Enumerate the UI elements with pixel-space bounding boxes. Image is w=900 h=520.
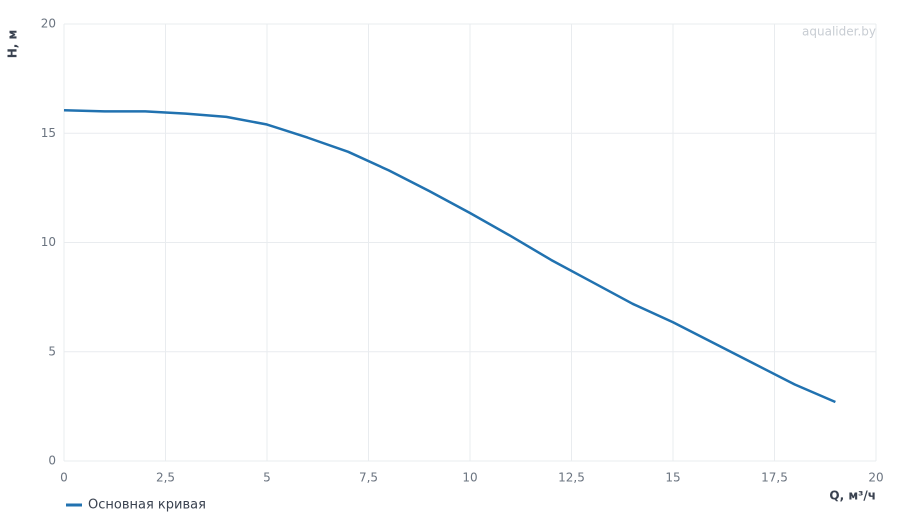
y-tick-label: 10 — [41, 235, 56, 249]
y-tick-label: 20 — [41, 17, 56, 31]
y-tick-label: 5 — [48, 344, 56, 358]
x-tick-label: 12,5 — [558, 471, 585, 485]
legend-label: Основная кривая — [88, 498, 206, 513]
x-tick-label: 2,5 — [156, 471, 175, 485]
x-tick-label: 17,5 — [761, 471, 788, 485]
x-tick-label: 5 — [263, 471, 271, 485]
watermark: aqualider.by — [802, 25, 876, 39]
y-axis-label: H, м — [6, 30, 20, 59]
x-tick-label: 0 — [60, 471, 68, 485]
y-tick-label: 15 — [41, 126, 56, 140]
x-tick-label: 15 — [665, 471, 680, 485]
y-tick-label: 0 — [48, 454, 56, 468]
x-axis-label: Q, м³/ч — [829, 489, 876, 503]
x-tick-label: 7,5 — [359, 471, 378, 485]
x-tick-label: 10 — [462, 471, 477, 485]
line — [63, 109, 836, 404]
x-tick-label: 20 — [868, 471, 883, 485]
